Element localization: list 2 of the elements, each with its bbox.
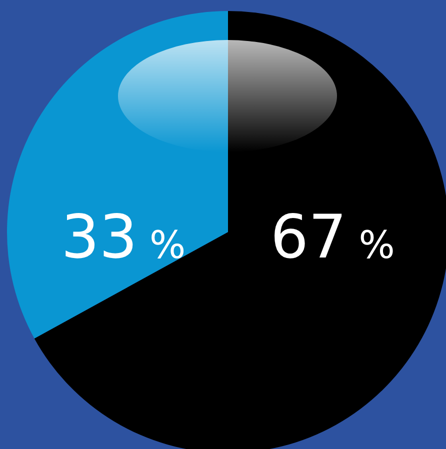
data-label: 67 % (270, 202, 395, 273)
data-label: 33 % (61, 202, 186, 273)
